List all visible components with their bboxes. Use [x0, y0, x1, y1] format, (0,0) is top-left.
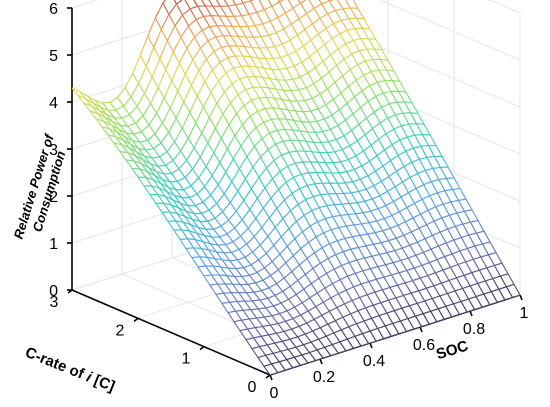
y-tick-mark	[265, 374, 271, 379]
x-axis-label: SOC	[434, 337, 470, 363]
y-tick-mark	[199, 346, 205, 351]
z-axis-label: Relative Power of Consumption	[11, 131, 69, 241]
y-tick-label: 3	[50, 294, 59, 311]
y-tick-label: 2	[116, 322, 125, 339]
y-axis-label: C-rate of i [C]	[23, 344, 117, 395]
x-tick-label: 0.6	[413, 337, 435, 354]
x-tick-label: 1	[520, 305, 529, 322]
z-tick-label: 1	[49, 236, 58, 253]
y-axis-label-prefix: C-rate of	[23, 344, 90, 384]
x-tick-mark	[269, 374, 273, 381]
y-axis-line	[71, 289, 271, 376]
z-tick-label: 2	[49, 189, 58, 206]
z-tick-label: 0	[49, 283, 58, 300]
x-tick-mark	[419, 326, 423, 333]
x-tick-mark	[519, 294, 523, 301]
x-tick-label: 0	[270, 385, 279, 402]
x-tick-label: 0.2	[313, 369, 335, 386]
x-tick-mark	[369, 342, 373, 349]
z-tick-label: 4	[49, 95, 58, 112]
z-tick-label: 6	[49, 1, 58, 18]
x-tick-mark	[319, 358, 323, 365]
y-tick-label: 1	[182, 351, 191, 368]
x-tick-label: 0.4	[363, 353, 385, 370]
y-tick-label: 0	[248, 379, 257, 396]
surface-cell	[263, 363, 279, 376]
z-tick-label: 3	[49, 142, 58, 159]
grid-line	[378, 0, 521, 61]
y-axis-label-suffix: [C]	[88, 370, 118, 395]
z-tick-label: 5	[49, 48, 58, 65]
y-axis-label-var: i	[84, 369, 95, 387]
x-tick-mark	[469, 310, 473, 317]
x-tick-label: 0.8	[463, 321, 485, 338]
surface-mesh	[71, 0, 521, 376]
y-tick-mark	[133, 317, 139, 322]
